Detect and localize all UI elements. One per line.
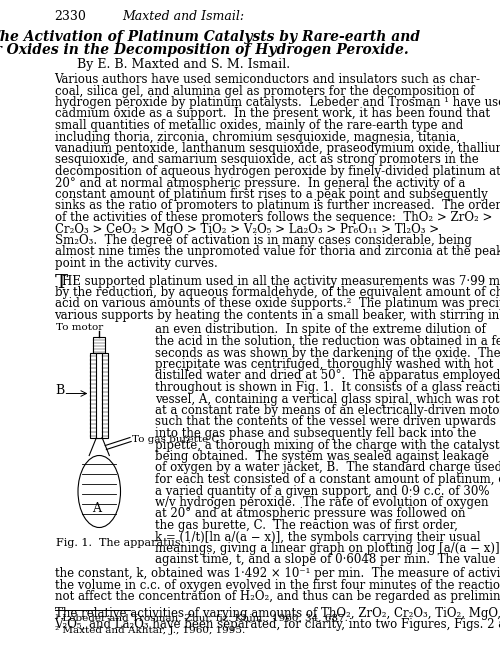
Text: at a constant rate by means of an electrically-driven motor: at a constant rate by means of an electr…: [155, 404, 500, 417]
Text: Maxted and Ismail:: Maxted and Ismail:: [122, 10, 244, 23]
Text: almost nine times the unpromoted value for thoria and zirconia at the peak: almost nine times the unpromoted value f…: [54, 246, 500, 259]
Text: ² Maxted and Akhtar, J., 1960, 1995.: ² Maxted and Akhtar, J., 1960, 1995.: [54, 626, 245, 635]
Text: various supports by heating the contents in a small beaker, with stirring in ord: various supports by heating the contents…: [54, 309, 500, 322]
Text: small quantities of metallic oxides, mainly of the rare-earth type and: small quantities of metallic oxides, mai…: [54, 119, 463, 132]
Text: vanadium pentoxide, lanthanum sesquioxide, praseodymium oxide, thallium: vanadium pentoxide, lanthanum sesquioxid…: [54, 142, 500, 155]
Text: a varied quantity of a given support, and 0·9 c.c. of 30%: a varied quantity of a given support, an…: [155, 485, 490, 498]
Text: the gas burette, C.  The reaction was of first order,: the gas burette, C. The reaction was of …: [155, 519, 458, 532]
Text: including thoria, zirconia, chromium sesquioxide, magnesia, titania,: including thoria, zirconia, chromium ses…: [54, 130, 460, 143]
Text: Other Oxides in the Decomposition of Hydrogen Peroxide.: Other Oxides in the Decomposition of Hyd…: [0, 43, 409, 57]
Text: 447.  The Activation of Platinum Catalysts by Rare-earth and: 447. The Activation of Platinum Catalyst…: [0, 30, 420, 44]
Text: 20° and at normal atmospheric pressure.  In general the activity of a: 20° and at normal atmospheric pressure. …: [54, 176, 465, 189]
Text: the volume in c.c. of oxygen evolved in the first four minutes of the reaction, : the volume in c.c. of oxygen evolved in …: [54, 578, 500, 591]
Text: coal, silica gel, and alumina gel as promoters for the decomposition of: coal, silica gel, and alumina gel as pro…: [54, 84, 474, 98]
Bar: [90, 352, 108, 438]
Text: The relative activities of varying amounts of ThO₂, ZrO₂, Cr₂O₃, TiO₂, MgO, TiO₂: The relative activities of varying amoun…: [54, 607, 500, 620]
Text: To motor: To motor: [56, 324, 103, 333]
Bar: [96, 352, 102, 438]
Text: Fig. 1.  The apparatus.: Fig. 1. The apparatus.: [56, 538, 184, 548]
Text: 2330: 2330: [54, 10, 86, 23]
Ellipse shape: [78, 455, 120, 527]
Text: By E. B. Maxted and S. M. Ismail.: By E. B. Maxted and S. M. Ismail.: [76, 58, 290, 71]
Text: of the activities of these promoters follows the sequence:  ThO₂ > ZrO₂ >: of the activities of these promoters fol…: [54, 211, 492, 224]
Text: Cr₂O₃ > CeO₂ > MgO > TiO₂ > V₂O₅ > La₂O₃ > Pr₆O₁₁ > Tl₂O₃ >: Cr₂O₃ > CeO₂ > MgO > TiO₂ > V₂O₅ > La₂O₃…: [54, 223, 438, 236]
Text: k = (1/t)[ln a/(a − x)], the symbols carrying their usual: k = (1/t)[ln a/(a − x)], the symbols car…: [155, 531, 481, 544]
Text: decomposition of aqueous hydrogen peroxide by finely-divided platinum at: decomposition of aqueous hydrogen peroxi…: [54, 165, 500, 178]
Text: acid on various amounts of these oxide supports.²  The platinum was precipitated: acid on various amounts of these oxide s…: [54, 297, 500, 310]
Text: by the reduction, by aqueous formaldehyde, of the equivalent amount of chloropla: by the reduction, by aqueous formaldehyd…: [54, 286, 500, 299]
Text: distilled water and dried at 50°.  The apparatus employed: distilled water and dried at 50°. The ap…: [155, 369, 500, 383]
Text: B: B: [56, 384, 65, 397]
Text: vessel, A, containing a vertical glass spiral, which was rotated: vessel, A, containing a vertical glass s…: [155, 392, 500, 405]
Bar: [93, 337, 106, 352]
Text: cadmium oxide as a support.  In the present work, it has been found that: cadmium oxide as a support. In the prese…: [54, 107, 490, 121]
Text: the acid in the solution, the reduction was obtained in a few: the acid in the solution, the reduction …: [155, 335, 500, 348]
Text: w/v hydrogen peroxide.  The rate of evolution of oxygen: w/v hydrogen peroxide. The rate of evolu…: [155, 496, 488, 509]
Text: seconds as was shown by the darkening of the oxide.  The: seconds as was shown by the darkening of…: [155, 346, 500, 360]
Text: for each test consisted of a constant amount of platinum, on: for each test consisted of a constant am…: [155, 473, 500, 486]
Text: an even distribution.  In spite of the extreme dilution of: an even distribution. In spite of the ex…: [155, 324, 486, 337]
Text: hydrogen peroxide by platinum catalysts.  Lebeder and Trosman ¹ have used: hydrogen peroxide by platinum catalysts.…: [54, 96, 500, 109]
Text: against time, t, and a slope of 0·6048 per min.  The value of: against time, t, and a slope of 0·6048 p…: [155, 553, 500, 567]
Text: into the gas phase and subsequently fell back into the: into the gas phase and subsequently fell…: [155, 427, 476, 440]
Text: being obtained.  The system was sealed against leakage: being obtained. The system was sealed ag…: [155, 450, 489, 463]
Text: T: T: [54, 274, 68, 293]
Text: sinks as the ratio of promoters to platinum is further increased.  The order: sinks as the ratio of promoters to plati…: [54, 200, 500, 212]
Text: throughout is shown in Fig. 1.  It consists of a glass reaction: throughout is shown in Fig. 1. It consis…: [155, 381, 500, 394]
Text: at 20° and at atmospheric pressure was followed on: at 20° and at atmospheric pressure was f…: [155, 508, 466, 521]
Text: meanings, giving a linear graph on plotting log [a/(a − x)]: meanings, giving a linear graph on plott…: [155, 542, 500, 555]
Text: the constant, k, obtained was 1·492 × 10⁻¹ per min.  The measure of activity use: the constant, k, obtained was 1·492 × 10…: [54, 567, 500, 580]
Text: such that the contents of the vessel were driven upwards: such that the contents of the vessel wer…: [155, 415, 496, 428]
Text: A: A: [92, 502, 101, 514]
Text: not affect the concentration of H₂O₂, and thus can be regarded as preliminary ra: not affect the concentration of H₂O₂, an…: [54, 590, 500, 603]
Text: ¹ Lebeder and Trosman, Zhur. fiz. Khim., 1960, 34, 687.: ¹ Lebeder and Trosman, Zhur. fiz. Khim.,…: [54, 614, 348, 623]
Text: point in the activity curves.: point in the activity curves.: [54, 257, 218, 270]
Text: pipette, a thorough mixing of the charge with the catalyst: pipette, a thorough mixing of the charge…: [155, 438, 500, 451]
Text: V₂O₅, and La₂O₃ have been separated, for clarity, into two Figures, Figs. 2 and : V₂O₅, and La₂O₃ have been separated, for…: [54, 618, 500, 631]
Text: Various authors have used semiconductors and insulators such as char-: Various authors have used semiconductors…: [54, 73, 480, 86]
Text: constant amount of platinum first rises to a peak point and subsequently: constant amount of platinum first rises …: [54, 188, 488, 201]
Text: precipitate was centrifuged, thoroughly washed with hot: precipitate was centrifuged, thoroughly …: [155, 358, 494, 371]
Text: of oxygen by a water jacket, B.  The standard charge used: of oxygen by a water jacket, B. The stan…: [155, 462, 500, 474]
Text: To gas burette C: To gas burette C: [132, 436, 219, 445]
Text: HE supported platinum used in all the activity measurements was 7·99 mg. and was: HE supported platinum used in all the ac…: [62, 274, 500, 288]
Text: Sm₂O₃.  The degree of activation is in many cases considerable, being: Sm₂O₃. The degree of activation is in ma…: [54, 234, 472, 247]
Text: sesquioxide, and samarium sesquioxide, act as strong promoters in the: sesquioxide, and samarium sesquioxide, a…: [54, 153, 478, 166]
